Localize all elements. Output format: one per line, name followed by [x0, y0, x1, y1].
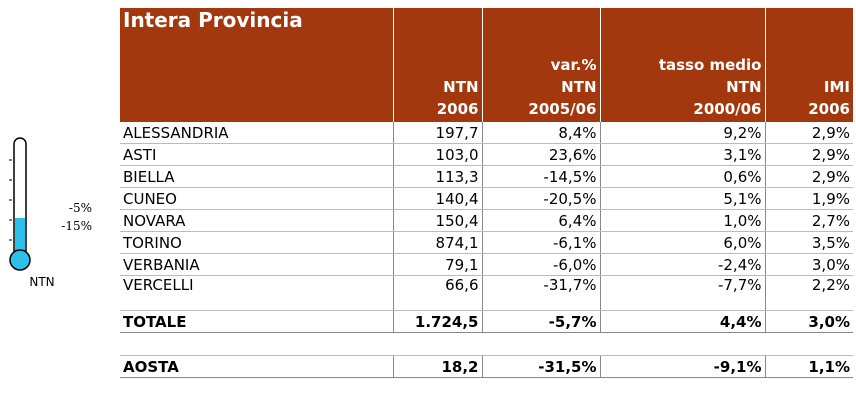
table-cell: 9,2% [599, 122, 765, 144]
table-cell: 2,9% [764, 122, 853, 144]
table-cell: -20,5% [481, 187, 600, 210]
table-cell: -5,7% [481, 310, 600, 333]
table-cell: 6,4% [481, 209, 600, 232]
table-cell: BIELLA [120, 165, 393, 188]
table-cell: 150,4 [392, 209, 482, 232]
table-title: Intera Provincia [120, 8, 393, 122]
table-cell: 140,4 [392, 187, 482, 210]
table-cell: TOTALE [120, 310, 393, 333]
header-line: 2006 [808, 100, 850, 118]
spacer [120, 332, 853, 356]
table-row: VERBANIA 79,1 -6,0% -2,4% 3,0% [120, 253, 853, 276]
table-cell: 874,1 [392, 231, 482, 254]
column-header: tasso medio NTN 2000/06 [599, 8, 765, 122]
legend-caption: NTN [29, 275, 54, 289]
table-cell: -2,4% [599, 253, 765, 276]
column-header: NTN 2006 [392, 8, 482, 122]
header-line: 2006 [436, 100, 479, 118]
table-row: BIELLA 113,3 -14,5% 0,6% 2,9% [120, 165, 853, 188]
legend-label: -15% [61, 219, 92, 233]
table-cell: NOVARA [120, 209, 393, 232]
table-cell: ALESSANDRIA [120, 122, 393, 144]
table-cell: 1.724,5 [392, 310, 482, 333]
table-cell: 4,4% [599, 310, 765, 333]
legend-label: -5% [69, 201, 92, 215]
table-cell: -6,0% [481, 253, 600, 276]
table-cell: 18,2 [392, 355, 482, 378]
level [15, 218, 25, 256]
header-line: var.% [550, 56, 597, 74]
table-cell: 113,3 [392, 165, 482, 188]
table-cell: 1,1% [764, 355, 853, 378]
table-cell: TORINO [120, 231, 393, 254]
table-row: ASTI 103,0 23,6% 3,1% 2,9% [120, 143, 853, 166]
header-line: NTN [561, 78, 597, 96]
table-cell: 23,6% [481, 143, 600, 166]
data-table: Intera Provincia NTN 2006 var.% NTN 2005/06 ta… [120, 8, 853, 378]
header-line: 2000/06 [693, 100, 762, 118]
table-cell: AOSTA [120, 355, 393, 378]
header-row: Intera Provincia NTN 2006 var.% NTN 2005/06 ta… [120, 8, 853, 122]
table-cell: CUNEO [120, 187, 393, 210]
table-cell: VERCELLI [120, 275, 393, 311]
table-cell: -9,1% [599, 355, 765, 378]
table-cell: -6,1% [481, 231, 600, 254]
table-cell: 79,1 [392, 253, 482, 276]
table-cell: 8,4% [481, 122, 600, 144]
table-cell: 1,9% [764, 187, 853, 210]
bulb [9, 249, 31, 271]
header-line: NTN [726, 78, 762, 96]
table-row: ALESSANDRIA 197,7 8,4% 9,2% 2,9% [120, 122, 853, 144]
thermometer: -5% -15% NTN [9, 137, 92, 289]
table-cell: ASTI [120, 143, 393, 166]
table-cell: VERBANIA [120, 253, 393, 276]
header-line: NTN [443, 78, 479, 96]
table-cell: 3,0% [764, 253, 853, 276]
table-cell: 2,9% [764, 143, 853, 166]
column-header: var.% NTN 2005/06 [481, 8, 600, 122]
table-cell: 0,6% [599, 165, 765, 188]
table-row: TORINO 874,1 -6,1% 6,0% 3,5% [120, 231, 853, 254]
column-header: IMI 2006 [764, 8, 853, 122]
table-row: CUNEO 140,4 -20,5% 5,1% 1,9% [120, 187, 853, 210]
table-cell: 5,1% [599, 187, 765, 210]
table-cell: -31,5% [481, 355, 600, 378]
table-row: TOTALE 1.724,5 -5,7% 4,4% 3,0% [120, 310, 853, 333]
header-line: 2005/06 [528, 100, 597, 118]
table-cell: 2,7% [764, 209, 853, 232]
table-cell: 3,5% [764, 231, 853, 254]
table-row: VERCELLI 66,6 -31,7% -7,7% 2,2% [120, 275, 853, 311]
header-line: tasso medio [658, 56, 762, 74]
table-row: AOSTA 18,2 -31,5% -9,1% 1,1% [120, 355, 853, 378]
spacer-row [120, 332, 853, 356]
table-cell: 3,0% [764, 310, 853, 333]
table-cell: -7,7% [599, 275, 765, 311]
table-cell: 1,0% [599, 209, 765, 232]
table-cell: 2,2% [764, 275, 853, 311]
table-cell: 6,0% [599, 231, 765, 254]
table-cell: 197,7 [392, 122, 482, 144]
table-cell: 2,9% [764, 165, 853, 188]
table-cell: 3,1% [599, 143, 765, 166]
table-cell: 103,0 [392, 143, 482, 166]
table-row: NOVARA 150,4 6,4% 1,0% 2,7% [120, 209, 853, 232]
table-cell: -31,7% [481, 275, 600, 311]
scale [9, 159, 12, 241]
table-cell: 66,6 [392, 275, 482, 311]
table-cell: -14,5% [481, 165, 600, 188]
header-line: IMI [823, 78, 850, 96]
